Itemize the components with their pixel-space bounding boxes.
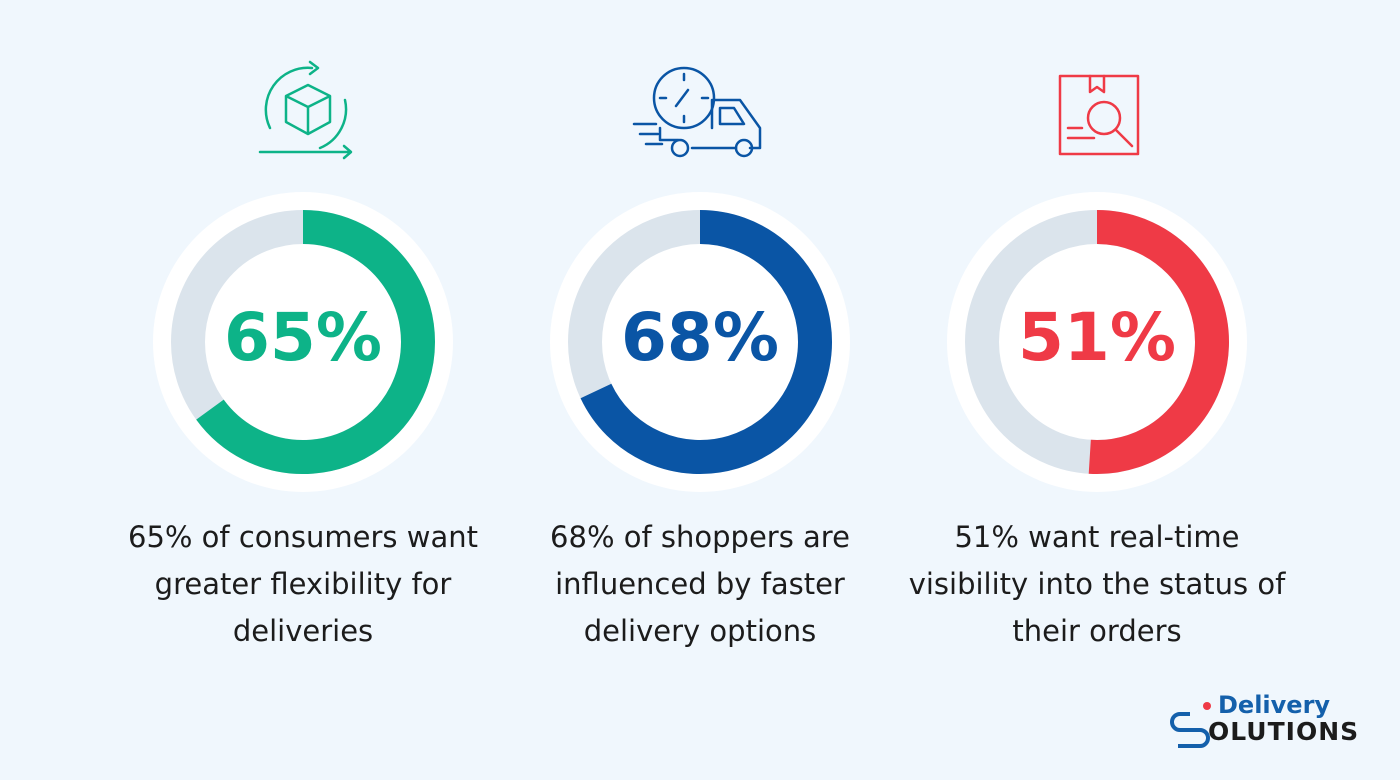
truck-icon: [632, 66, 762, 158]
search-icon: [1058, 74, 1140, 156]
logo-bottom: OLUTIONS: [1208, 717, 1359, 746]
logo: Delivery OLUTIONS: [1170, 691, 1359, 748]
logo-pin: [1203, 702, 1211, 710]
percent-label: 68%: [621, 299, 779, 376]
percent-label: 51%: [1018, 299, 1176, 376]
logo-mark: [1170, 712, 1210, 748]
box-icon: [258, 60, 353, 160]
donut-arc: [580, 210, 832, 474]
caption: 51% want real-time visibility into the s…: [908, 520, 1286, 648]
caption: 68% of shoppers are influenced by faster…: [550, 520, 850, 648]
caption: 65% of consumers want greater flexibilit…: [128, 520, 478, 648]
donut-arc: [196, 210, 435, 474]
percent-label: 65%: [224, 299, 382, 376]
logo-top: Delivery: [1218, 691, 1330, 719]
donut-arc: [1088, 210, 1229, 474]
